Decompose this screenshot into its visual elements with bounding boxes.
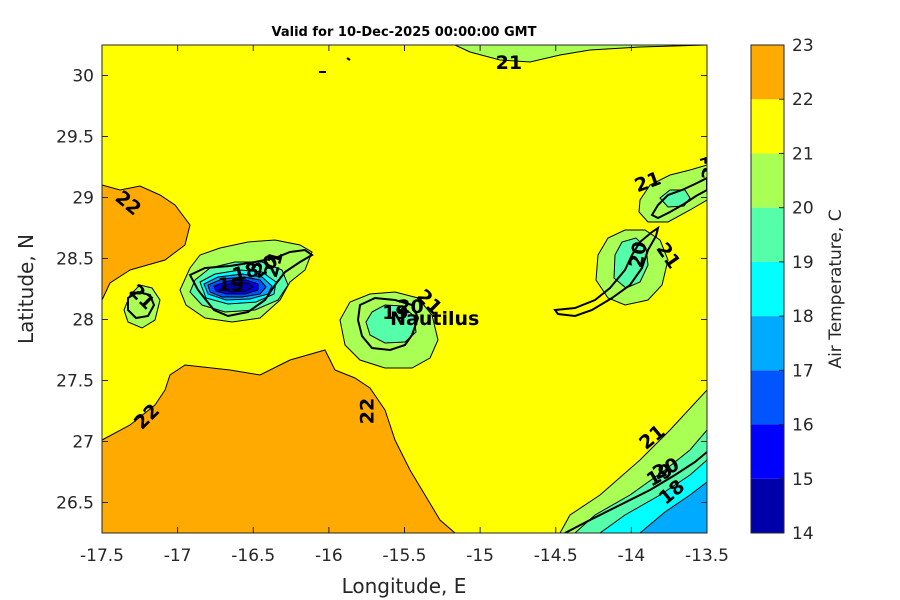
y-tick-label: 30 (72, 67, 94, 87)
x-tick-label: -16.5 (231, 546, 275, 566)
coastline-fuerteventura (553, 225, 660, 318)
y-axis: 26.5 27 27.5 28 28.5 29 29.5 30 (56, 67, 707, 514)
temp-band-14-15-tenerife (221, 282, 254, 293)
y-tick-label: 28 (72, 311, 94, 331)
colorbar-tick-label: 21 (792, 144, 814, 164)
colorbar-swatch (751, 261, 784, 317)
x-tick-label: -14 (617, 546, 645, 566)
colorbar-tick-label: 14 (792, 524, 814, 544)
coastlines (127, 57, 707, 533)
colorbar-swatch (751, 478, 784, 533)
y-tick-label: 27.5 (56, 372, 94, 392)
colorbar-tick-label: 22 (792, 90, 814, 110)
chart-title: Valid for 10-Dec-2025 00:00:00 GMT (272, 25, 537, 40)
temp-band-17-18-southeast (639, 481, 707, 533)
contour-label: 19 (217, 274, 243, 296)
contour-label: 20 (625, 240, 651, 270)
y-tick-label: 29.5 (56, 128, 94, 148)
colorbar-tick-label: 23 (792, 36, 814, 56)
coastline-tenerife (188, 248, 314, 318)
colorbar: 14 15 16 17 18 19 20 21 22 23 (750, 36, 814, 544)
x-tick-label: -13.5 (685, 546, 729, 566)
y-tick-label: 27 (72, 433, 94, 453)
contour-label: 22 (357, 398, 379, 424)
colorbar-frame (750, 44, 785, 534)
temp-band-22-23-south (102, 349, 456, 533)
colorbar-tick-label: 17 (792, 361, 814, 381)
y-tick-label: 29 (72, 189, 94, 209)
x-axis: -17.5 -17 -16.5 -16 -15.5 -15 -14.5 -14 -13.5 (80, 45, 729, 566)
contour-label: 21 (496, 52, 522, 74)
colorbar-tick-label: 15 (792, 470, 814, 490)
nautilus-marker-label: Nautilus (390, 308, 479, 330)
temp-band-19-20-fuerteventura (613, 237, 649, 289)
contour-plot-area (102, 45, 707, 533)
x-tick-label: -15.5 (383, 546, 427, 566)
coastline-african-coast (564, 451, 707, 533)
x-tick-label: -17.5 (80, 546, 124, 566)
colorbar-tick-label: 18 (792, 307, 814, 327)
contour-label: 20 (397, 296, 423, 318)
contour-label: 21 (698, 152, 724, 182)
y-axis-label: Latitude, N (14, 234, 38, 344)
colorbar-tick-label: 19 (792, 253, 814, 273)
x-axis-label: Longitude, E (342, 574, 467, 598)
y-tick-label: 26.5 (56, 494, 94, 514)
x-tick-label: -14.5 (534, 546, 578, 566)
colorbar-tick-label: 16 (792, 416, 814, 436)
coastline-gran-canaria (356, 296, 420, 352)
coastline-graciosa (699, 157, 707, 161)
coastline-lanzarote (650, 176, 707, 220)
colorbar-swatch (751, 316, 784, 371)
colorbar-swatch (751, 370, 784, 425)
coastline-la-gomera (127, 290, 156, 320)
x-tick-label: -17 (164, 546, 192, 566)
temp-band-22-23-northwest (102, 184, 191, 301)
colorbar-swatch (751, 153, 784, 208)
contour-label: 19 (382, 302, 408, 324)
colorbar-swatch (751, 45, 784, 100)
colorbar-swatch (751, 207, 784, 262)
coastline-islet-2 (346, 57, 351, 61)
x-tick-label: -16 (315, 546, 343, 566)
colorbar-label: Air Temperature, C (826, 209, 846, 368)
colorbar-swatch (751, 99, 784, 154)
y-tick-label: 28.5 (56, 250, 94, 270)
temp-band-20-21-northeast (454, 45, 707, 63)
colorbar-swatch (751, 424, 784, 479)
colorbar-tick-label: 20 (792, 199, 814, 219)
x-tick-label: -15 (466, 546, 494, 566)
